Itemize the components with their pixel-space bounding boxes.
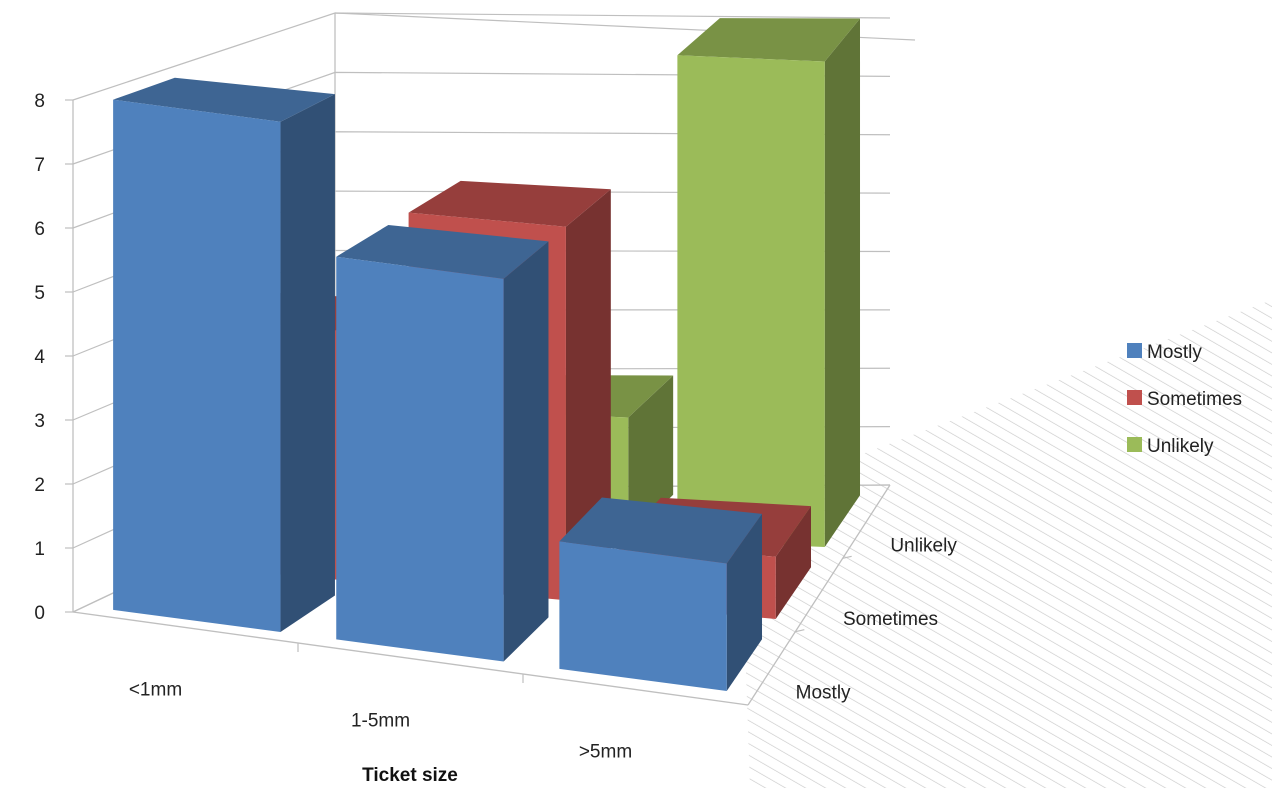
bar-front [336, 256, 504, 662]
bar-side [565, 189, 611, 601]
y-axis-ticks: 0 1 2 3 4 5 6 7 8 [34, 91, 73, 624]
depth-category-label: Unlikely [890, 536, 957, 557]
y-tick-label: 7 [34, 155, 45, 176]
y-tick-label: 1 [34, 539, 45, 560]
bar-top [559, 497, 763, 564]
x-axis-title: Ticket size [362, 765, 458, 786]
depth-tick-mark [795, 629, 805, 633]
bars [113, 18, 861, 692]
legend-label: Sometimes [1147, 389, 1242, 410]
y-tick-label: 0 [34, 603, 45, 624]
x-axis-line [72, 611, 749, 706]
bar-top [113, 77, 335, 122]
bar-front [113, 99, 281, 633]
legend-swatch-sometimes [1127, 390, 1142, 405]
legend: Mostly Sometimes Unlikely [1127, 342, 1242, 457]
y-tick-label: 4 [34, 347, 45, 368]
bar-side [503, 241, 549, 662]
bar-top [677, 18, 861, 62]
x-category-label: 1-5mm [351, 711, 410, 732]
bar-unlikely-2 [677, 18, 861, 548]
bar-mostly-1 [336, 224, 549, 662]
bar-front [677, 55, 825, 548]
legend-label: Unlikely [1147, 436, 1214, 457]
y-tick-label: 8 [34, 91, 45, 112]
bar-side [775, 506, 812, 620]
legend-swatch-unlikely [1127, 437, 1142, 452]
bar-side [280, 94, 335, 633]
bar-front [559, 541, 727, 692]
legend-label: Mostly [1147, 342, 1202, 363]
legend-swatch-mostly [1127, 343, 1142, 358]
depth-tick-mark [842, 555, 852, 559]
depth-category-label: Sometimes [843, 609, 938, 630]
bar-mostly-2 [559, 497, 763, 692]
x-axis-categories: <1mm 1-5mm >5mm [129, 643, 632, 763]
bar-side [824, 18, 861, 548]
bar-mostly-0 [113, 77, 335, 633]
depth-axis-line [747, 484, 891, 706]
bar-side [726, 513, 763, 692]
y-tick-label: 3 [34, 411, 45, 432]
depth-category-label: Mostly [796, 682, 851, 703]
bar-top [336, 224, 549, 279]
x-category-label: >5mm [579, 742, 632, 763]
y-tick-label: 6 [34, 219, 45, 240]
y-tick-label: 2 [34, 475, 45, 496]
bar-top [408, 180, 611, 227]
background-hatch [740, 300, 1272, 788]
depth-axis-categories: Mostly Sometimes Unlikely [795, 536, 957, 703]
x-category-label: <1mm [129, 680, 182, 701]
y-tick-label: 5 [34, 283, 45, 304]
